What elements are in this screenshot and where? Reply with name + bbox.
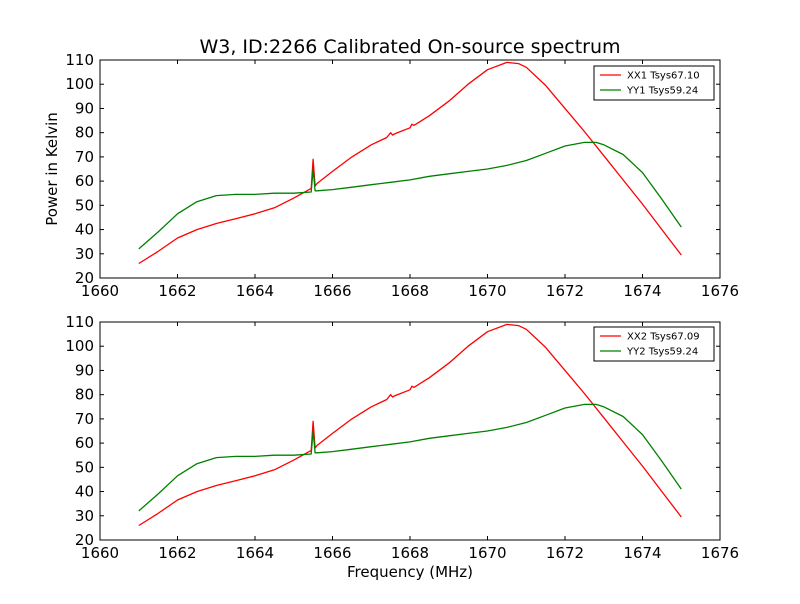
y-tick-label: 40 [75,483,94,501]
y-axis-label: Power in Kelvin [43,112,61,226]
series-line-2 [138,403,682,512]
x-tick-label: 1676 [701,282,739,300]
legend-label: YY1 Tsys59.24 [626,86,698,97]
x-tick-label: 1666 [313,544,351,562]
y-tick-label: 110 [65,51,94,69]
series-group [138,61,682,265]
x-tick-label: 1660 [81,282,119,300]
x-tick-label: 1674 [623,282,661,300]
y-tick-label: 20 [75,531,94,549]
legend-label: XX1 Tsys67.10 [627,71,700,82]
series-line-1 [138,61,682,265]
y-tick-label: 30 [75,507,94,525]
series-line-2 [138,141,682,250]
y-tick-label: 80 [75,386,94,404]
x-tick-label: 1664 [236,544,274,562]
legend-label: YY2 Tsys59.24 [626,347,698,358]
x-tick-label: 1672 [546,282,584,300]
y-tick-label: 90 [75,361,94,379]
x-tick-label: 1662 [158,544,196,562]
y-tick-label: 60 [75,434,94,452]
x-tick-label: 1664 [236,282,274,300]
y-tick-label: 100 [65,337,94,355]
y-tick-label: 100 [65,75,94,93]
x-tick-label: 1670 [468,282,506,300]
y-tick-label: 20 [75,269,94,287]
x-tick-label: 1672 [546,544,584,562]
bottom-panel: 1660 1662 1664 1666 1668 1670 1672 1674 1676 20 30… [65,313,739,562]
y-tick-label: 80 [75,124,94,142]
x-axis-label: Frequency (MHz) [347,563,473,581]
x-tick-label: 1668 [391,544,429,562]
y-tick-label: 50 [75,458,94,476]
y-tick-label: 30 [75,245,94,263]
y-tick-label: 40 [75,221,94,239]
y-tick-label: 50 [75,196,94,214]
top-panel: 1660 1662 1664 1666 1668 1670 1672 1674 1676 20 30… [65,51,739,300]
x-tick-label: 1668 [391,282,429,300]
legend-label: XX2 Tsys67.09 [627,332,700,343]
series-line-1 [138,323,682,527]
x-tick-label: 1676 [701,544,739,562]
y-tick-label: 110 [65,313,94,331]
x-tick-label: 1662 [158,282,196,300]
x-tick-label: 1670 [468,544,506,562]
figure-title: W3, ID:2266 Calibrated On-source spectru… [199,36,620,58]
x-tick-label: 1660 [81,544,119,562]
y-tick-label: 70 [75,148,94,166]
series-group [138,323,682,527]
y-tick-label: 90 [75,99,94,117]
legend-box [593,65,715,101]
y-tick-label: 70 [75,410,94,428]
y-tick-label: 60 [75,172,94,190]
x-tick-label: 1674 [623,544,661,562]
x-tick-label: 1666 [313,282,351,300]
legend-box [593,326,715,362]
